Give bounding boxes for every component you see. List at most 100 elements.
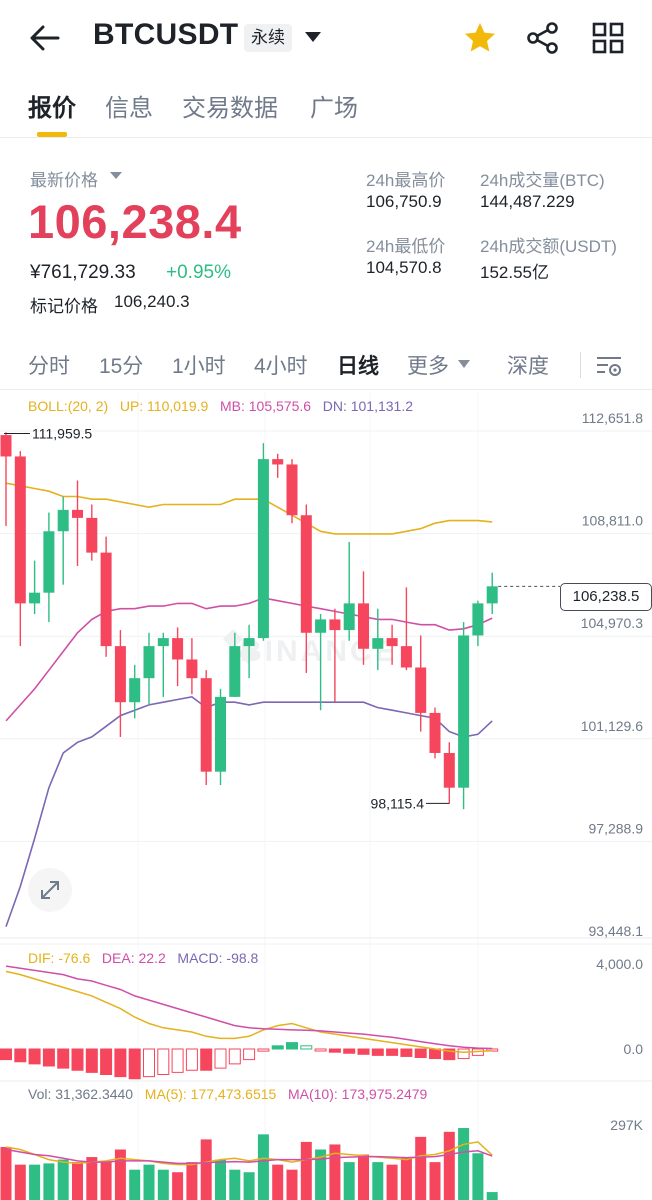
macd-hist-bar: [343, 1048, 356, 1054]
macd-legend-dif: DIF: -76.6: [28, 950, 91, 966]
volume-bar: [329, 1144, 341, 1200]
latest-price-label[interactable]: 最新价格: [30, 171, 98, 190]
y-tick-label: 97,288.9: [589, 820, 644, 836]
macd-panel: [0, 965, 499, 1080]
volume-bar: [458, 1128, 470, 1200]
grid-icon[interactable]: [590, 20, 626, 56]
back-arrow-icon[interactable]: [28, 22, 62, 54]
tab-info[interactable]: 信息: [105, 95, 153, 122]
macd-hist-bar: [400, 1048, 413, 1057]
perpetual-badge: 永续: [244, 24, 292, 52]
macd-hist-bar: [42, 1048, 55, 1067]
macd-hist-bar: [100, 1048, 113, 1075]
boll-legend-up: UP: 110,019.9: [119, 398, 209, 414]
volume-bar: [343, 1162, 355, 1200]
macd-hist-bar: [143, 1048, 155, 1078]
expand-chart-button[interactable]: [28, 868, 72, 912]
volume-bar: [129, 1169, 141, 1200]
candle-body: [172, 638, 184, 660]
last-price: 106,238.4: [28, 195, 242, 248]
more-caret-icon[interactable]: [458, 360, 470, 368]
macd-hist-bar: [171, 1048, 184, 1073]
candle-body: [329, 619, 341, 631]
boll-mb-line: [5, 597, 493, 722]
volume-panel: [0, 1128, 498, 1200]
y-tick-label: 108,811.0: [582, 513, 643, 529]
interval-4h[interactable]: 4小时: [254, 355, 308, 378]
interval-line[interactable]: 分时: [28, 355, 70, 378]
candle-body: [114, 646, 126, 703]
symbol-title[interactable]: BTCUSDT: [93, 18, 239, 51]
star-icon[interactable]: [462, 20, 498, 56]
expand-icon: [41, 881, 59, 899]
header: BTCUSDT 永续: [0, 0, 652, 76]
interval-more[interactable]: 更多: [407, 355, 449, 378]
volume-bar: [157, 1169, 169, 1200]
candle-body: [429, 712, 441, 753]
candle-body: [86, 517, 98, 553]
candle-body: [257, 459, 269, 639]
interval-1d[interactable]: 日线: [337, 355, 379, 378]
volume-bar: [472, 1153, 484, 1200]
interval-bar: 分时 15分 1小时 4小时 日线 更多 深度: [0, 340, 652, 390]
volume-bar: [286, 1169, 298, 1200]
macd-hist-bar: [257, 1048, 270, 1052]
candle-body: [14, 456, 26, 604]
interval-1h[interactable]: 1小时: [172, 355, 226, 378]
macd-hist-bar: [228, 1048, 241, 1065]
volume-bar: [443, 1131, 455, 1200]
chart-grid: [0, 391, 652, 1200]
volume-bar: [229, 1169, 241, 1200]
macd-hist-bar: [371, 1048, 384, 1056]
tab-quote[interactable]: 报价: [28, 95, 76, 122]
macd-hist-bar: [157, 1048, 170, 1075]
candles: [0, 432, 498, 810]
divider: [580, 352, 581, 378]
low-annotation-label: 98,115.4: [371, 795, 425, 811]
candle-body: [486, 586, 498, 604]
volume-bar: [257, 1134, 269, 1200]
candle-body: [100, 552, 112, 647]
macd-hist-bar: [28, 1048, 41, 1065]
share-icon[interactable]: [525, 20, 561, 56]
macd-hist-bar: [286, 1042, 298, 1050]
high-annotation-label: 111,959.5: [32, 425, 92, 441]
candle-body: [415, 667, 427, 713]
caret-down-icon[interactable]: [110, 172, 122, 179]
low-24h-label: 24h最低价: [366, 237, 446, 256]
macd-hist-bar: [71, 1048, 84, 1071]
candle-body: [272, 459, 284, 465]
candle-body: [458, 635, 470, 788]
kline-chart[interactable]: BINANCE 112,651.8108,811.0104,970.3101,1…: [0, 391, 652, 1200]
macd-hist-bar: [214, 1048, 227, 1069]
tab-trading-data[interactable]: 交易数据: [182, 95, 278, 122]
change-percent: +0.95%: [166, 262, 231, 283]
depth-tab[interactable]: 深度: [507, 355, 549, 378]
volume-bar: [372, 1162, 384, 1200]
macd-hist-bar: [328, 1048, 341, 1053]
macd-hist-bar: [14, 1048, 27, 1063]
boll-legend: BOLL:(20, 2) UP: 110,019.9 MB: 105,575.6…: [28, 398, 413, 414]
volume-bar: [415, 1136, 427, 1200]
macd-hist-bar: [271, 1045, 284, 1050]
candle-body: [29, 592, 41, 604]
interval-15m[interactable]: 15分: [99, 355, 144, 378]
candle-body: [229, 646, 241, 697]
chart-settings-icon[interactable]: [594, 350, 624, 380]
macd-hist-bar: [457, 1048, 470, 1060]
macd-hist-bar: [243, 1048, 256, 1061]
volume-bar: [72, 1162, 83, 1200]
macd-hist-bar: [414, 1048, 427, 1058]
volume-ma5-line: [5, 1141, 493, 1166]
macd-hist-bar: [0, 1048, 12, 1061]
candle-body: [0, 435, 12, 457]
candle-body: [358, 603, 369, 649]
macd-legend-dea: DEA: 22.2: [101, 950, 166, 966]
macd-hist-bar: [57, 1048, 70, 1069]
volume-bar: [114, 1149, 126, 1200]
chevron-down-icon[interactable]: [305, 32, 321, 42]
tab-square[interactable]: 广场: [310, 95, 358, 122]
volume-btc-value: 144,487.229: [480, 192, 575, 211]
volume-bar: [100, 1162, 112, 1200]
candle-body: [43, 531, 55, 593]
